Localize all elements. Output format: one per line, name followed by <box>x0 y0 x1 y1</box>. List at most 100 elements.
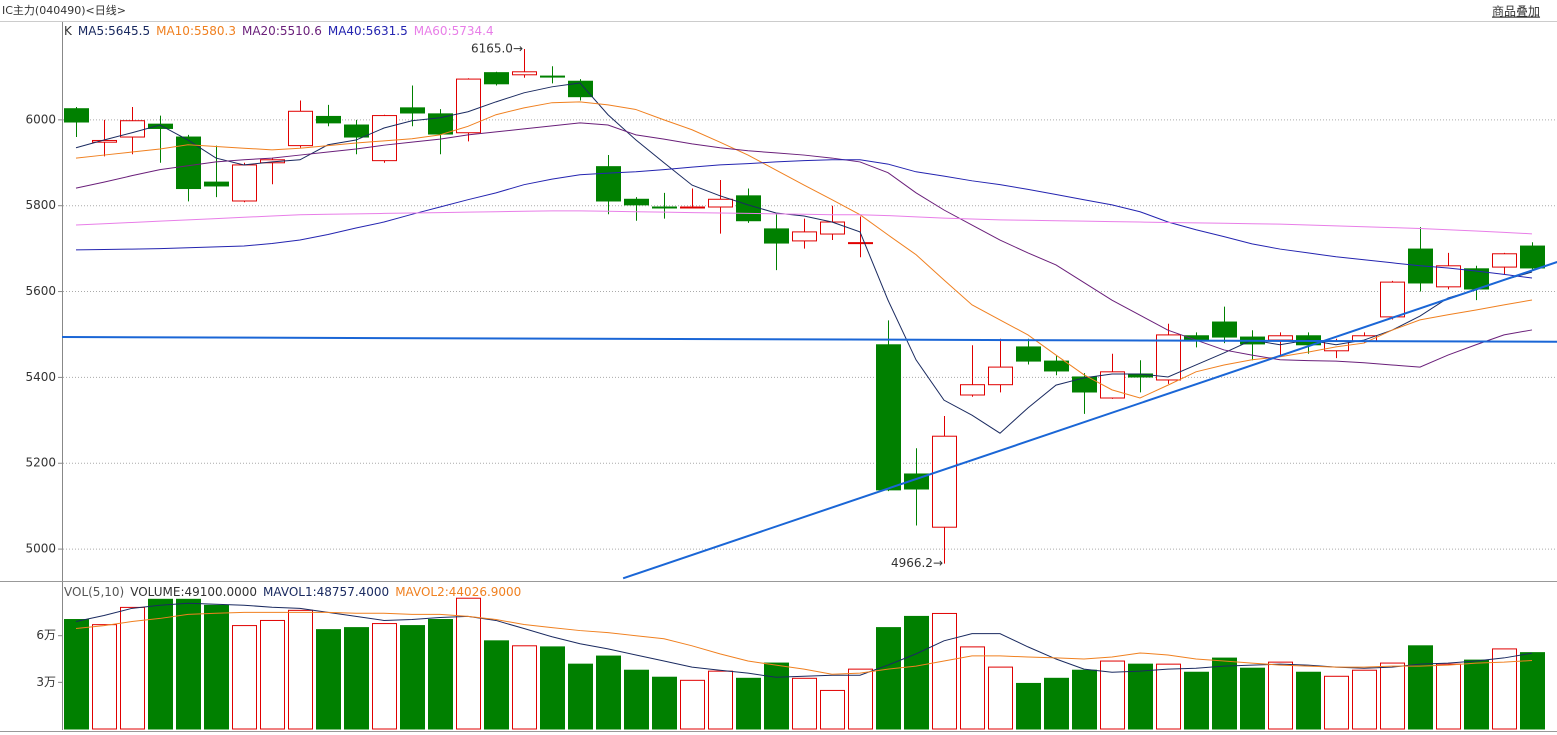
candle-body <box>624 198 649 206</box>
candle-body <box>92 139 117 143</box>
candle-body <box>316 115 341 124</box>
volume-bar <box>792 677 817 730</box>
y-tick-label: 6万 <box>36 628 56 642</box>
candle-body <box>64 108 89 123</box>
volume-bar <box>1324 675 1349 730</box>
volume-bar <box>624 669 649 730</box>
overlay-link[interactable]: 商品叠加 <box>1492 4 1540 19</box>
candle-body <box>372 115 397 162</box>
volume-bar <box>1212 657 1237 730</box>
y-tick-label: 5800 <box>25 198 56 212</box>
candle-body <box>1184 335 1209 341</box>
ma-line <box>75 82 1533 434</box>
volume-bar <box>736 677 761 730</box>
volume-bar <box>428 619 453 730</box>
candle-body <box>456 78 481 134</box>
y-tick-label: 5600 <box>25 284 56 298</box>
candle-body <box>204 181 229 187</box>
volume-bar <box>680 679 705 730</box>
candle-body <box>680 206 705 209</box>
candle-body <box>484 72 509 85</box>
candle-body <box>288 110 313 147</box>
y-tick-label: 5400 <box>25 370 56 384</box>
volume-bar <box>1156 663 1181 730</box>
volume-bar <box>1072 669 1097 730</box>
volume-bar <box>1380 662 1405 730</box>
volume-bar <box>512 645 537 730</box>
ma-line <box>75 611 1533 675</box>
legend-entry: MAVOL2:44026.9000 <box>395 585 521 599</box>
candle-body <box>596 166 621 202</box>
candle-body <box>1436 265 1461 288</box>
candle-body <box>1380 281 1405 318</box>
y-tick-label: 6000 <box>25 112 56 126</box>
volume-bar <box>708 670 733 730</box>
legend-k: K <box>64 24 73 38</box>
candle-body <box>652 206 677 209</box>
volume-bar <box>484 640 509 730</box>
volume-bar <box>456 597 481 730</box>
volume-bar <box>1408 645 1433 730</box>
candle-body <box>540 75 565 78</box>
candle-body <box>988 366 1013 386</box>
volume-bar <box>764 662 789 730</box>
volume-bar <box>848 668 873 730</box>
candle-body <box>876 344 901 491</box>
header-title: IC主力(040490)<日线> <box>2 3 126 17</box>
candle-body <box>344 124 369 138</box>
ma-line <box>75 159 1533 279</box>
candle-body <box>764 228 789 244</box>
ma-line <box>75 101 1533 399</box>
volume-bar <box>1044 677 1069 730</box>
candle-body <box>1044 360 1069 372</box>
candle-body <box>400 107 425 114</box>
legend-volume: VOLUME:49100.0000 <box>130 585 257 599</box>
candle-body <box>1100 371 1125 399</box>
volume-bar <box>1240 667 1265 730</box>
y-tick-label: 5200 <box>25 456 56 470</box>
candle-body <box>1156 334 1181 381</box>
candle-body <box>792 231 817 242</box>
y-tick-label: 3万 <box>36 675 56 689</box>
candle-body <box>148 123 173 129</box>
ma-line <box>75 122 1533 368</box>
volume-bar <box>1520 652 1545 730</box>
volume-bar <box>596 655 621 730</box>
candle-body <box>1072 376 1097 393</box>
trend-line <box>622 260 1557 580</box>
volume-bar <box>1184 671 1209 730</box>
volume-bar <box>568 663 593 730</box>
volume-bar <box>1436 663 1461 730</box>
volume-bar <box>1352 669 1377 730</box>
candle-body <box>820 221 845 235</box>
volume-bar <box>288 609 313 730</box>
volume-bar <box>1016 682 1041 730</box>
volume-bar <box>1492 648 1517 730</box>
price-annotation: 6165.0→ <box>471 42 523 56</box>
volume-bar <box>120 606 145 730</box>
volume-bar <box>260 619 285 730</box>
legend-entry: MA40:5631.5 <box>328 24 408 38</box>
volume-bar <box>876 627 901 730</box>
volume-bar <box>344 627 369 730</box>
candle-body <box>708 198 733 208</box>
volume-bar <box>64 619 89 730</box>
trend-line <box>61 336 1557 343</box>
volume-bar <box>820 689 845 730</box>
volume-bar <box>92 624 117 730</box>
volume-bar <box>1296 671 1321 730</box>
candle-body <box>568 80 593 98</box>
candle-body <box>1212 321 1237 338</box>
candle-body <box>512 71 537 76</box>
volume-bar <box>232 625 257 730</box>
volume-bar <box>988 666 1013 730</box>
candle-body <box>960 384 985 396</box>
volume-bar <box>204 604 229 730</box>
volume-bar <box>1268 661 1293 730</box>
volume-bar <box>148 598 173 730</box>
candle-body <box>736 195 761 222</box>
candle-body <box>1268 335 1293 341</box>
